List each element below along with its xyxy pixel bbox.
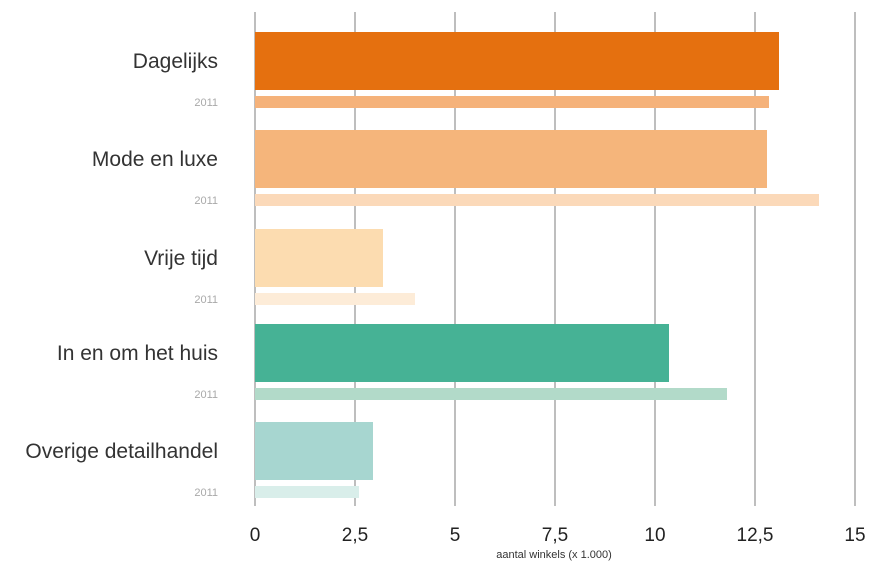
x-tick-label: 10 xyxy=(644,525,665,546)
bar-current xyxy=(255,324,669,382)
category-labels: Dagelijks 2011 Mode en luxe 2011 Vrije tijd 2… xyxy=(25,50,218,499)
x-tick-label: 5 xyxy=(450,525,461,546)
year-label: 2011 xyxy=(194,97,218,109)
category-label: Vrije tijd xyxy=(144,247,218,270)
year-label: 2011 xyxy=(194,487,218,499)
category-label: In en om het huis xyxy=(57,342,218,365)
year-label: 2011 xyxy=(194,195,218,207)
x-tick-label: 7,5 xyxy=(542,525,568,546)
category-label: Dagelijks xyxy=(133,50,218,73)
x-tick-labels: 0 2,5 5 7,5 10 12,5 15 xyxy=(250,525,866,546)
x-tick-label: 0 xyxy=(250,525,261,546)
bar-2011 xyxy=(255,96,769,108)
bar-current xyxy=(255,229,383,287)
year-label: 2011 xyxy=(194,389,218,401)
bar-current xyxy=(255,422,373,480)
category-label: Overige detailhandel xyxy=(25,440,218,463)
bar-2011 xyxy=(255,293,415,305)
category-label: Mode en luxe xyxy=(92,148,218,171)
bars xyxy=(255,32,819,498)
bar-2011 xyxy=(255,388,727,400)
gridlines xyxy=(254,12,856,506)
x-tick-label: 2,5 xyxy=(342,525,368,546)
x-axis-title: aantal winkels (x 1.000) xyxy=(496,549,612,561)
year-label: 2011 xyxy=(194,294,218,306)
x-tick-label: 15 xyxy=(844,525,865,546)
bar-2011 xyxy=(255,486,359,498)
bar-current xyxy=(255,32,779,90)
x-tick-label: 12,5 xyxy=(737,525,774,546)
bar-2011 xyxy=(255,194,819,206)
bar-current xyxy=(255,130,767,188)
